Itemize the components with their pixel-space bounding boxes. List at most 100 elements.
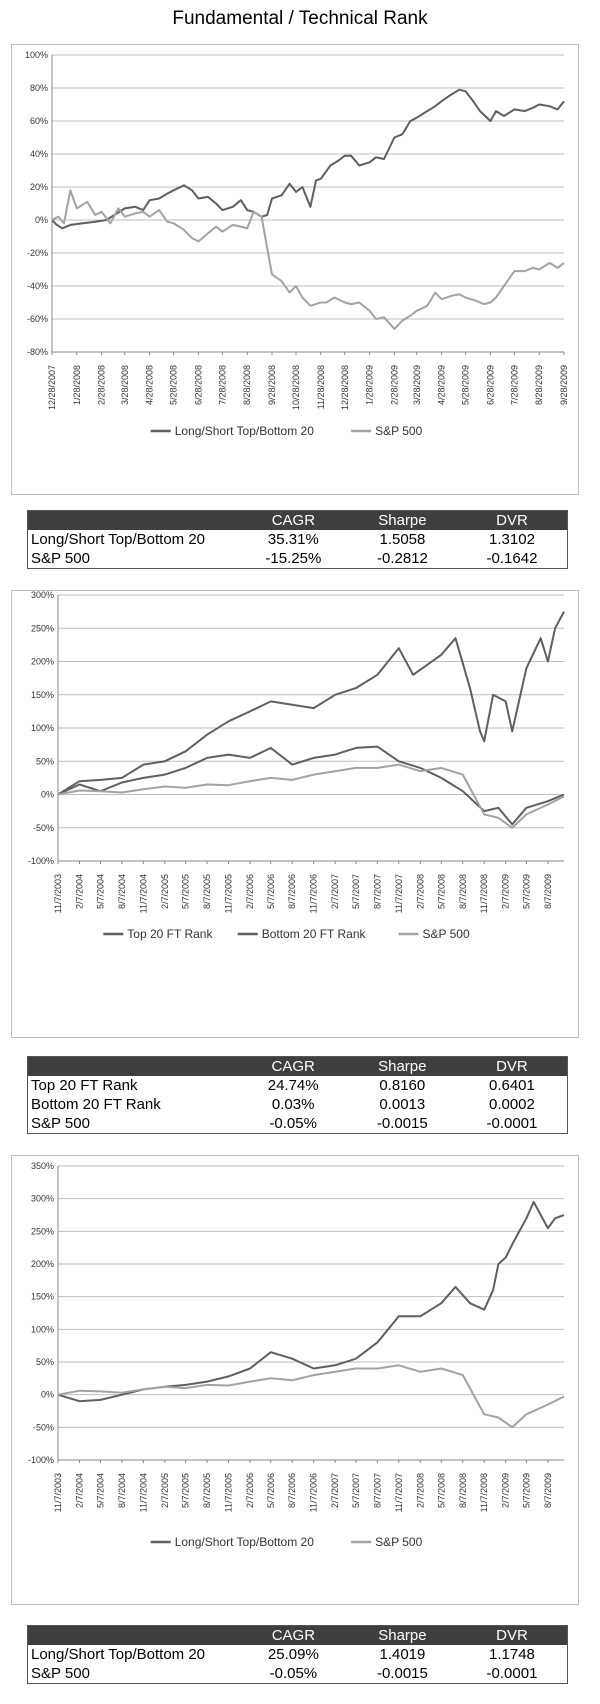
legend-label: S&P 500 (423, 927, 470, 941)
chart-1-frame: -80% -60% -40% -20% 0% 20% 40% 60% 80% 100% 12/28/… (11, 44, 579, 495)
stats-table-1: CAGR Sharpe DVR Long/Short Top/Bottom 20 35.… (27, 510, 568, 569)
x-tick-label: 1/28/2009 (365, 365, 375, 405)
y-tick-label: 20% (30, 182, 48, 192)
row-label: Long/Short Top/Bottom 20 (31, 531, 206, 548)
x-tick-label: 2/7/2004 (74, 874, 84, 909)
y-tick-label: 50% (36, 1357, 54, 1367)
x-tick-label: 5/7/2006 (266, 874, 276, 909)
row-label: Bottom 20 FT Rank (31, 1096, 161, 1113)
stats-table-2: CAGR Sharpe DVR Top 20 FT Rank 24.74% 0.8160 0… (27, 1056, 568, 1134)
legend-label: Bottom 20 FT Rank (262, 927, 367, 941)
x-tick-label: 5/7/2009 (521, 1473, 531, 1508)
table-cell: -0.2812 (377, 550, 428, 567)
y-tick-label: -20% (27, 248, 48, 258)
table-header-row: CAGR Sharpe DVR (27, 1056, 568, 1076)
x-tick-label: 8/7/2004 (117, 874, 127, 909)
x-tick-label: 7/28/2009 (509, 365, 519, 405)
y-tick-label: 250% (31, 1226, 54, 1236)
series-line-1 (57, 611, 565, 796)
column-header: CAGR (238, 510, 348, 530)
column-header (27, 1625, 239, 1645)
x-tick-label: 5/28/2009 (461, 365, 471, 405)
table-cell: -0.1642 (486, 550, 538, 567)
chart-3-frame: -100% -50% 0% 50% 100% 150% 200% 250% 300% 350% 11… (11, 1155, 579, 1605)
table-cell: 0.8160 (379, 1077, 426, 1094)
column-header (27, 510, 239, 530)
y-tick-label: 60% (30, 116, 48, 126)
x-tick-label: 1/28/2008 (72, 365, 82, 405)
table-cell: -0.05% (269, 1115, 317, 1132)
x-tick-label: 8/7/2006 (287, 874, 297, 909)
row-label: Long/Short Top/Bottom 20 (31, 1646, 206, 1663)
table-cell: -15.25% (265, 550, 322, 567)
x-tick-label: 5/7/2007 (351, 874, 361, 909)
y-tick-label: 100% (31, 1324, 54, 1334)
table-cell: -0.0001 (486, 1115, 538, 1132)
x-tick-label: 8/7/2004 (117, 1473, 127, 1508)
x-tick-label: 5/7/2005 (181, 1473, 191, 1508)
table-row: Long/Short Top/Bottom 20 25.09% 1.4019 1.17… (28, 1645, 568, 1664)
x-tick-label: 8/7/2007 (372, 874, 382, 909)
x-tick-label: 9/28/2008 (267, 365, 277, 405)
legend-label: S&P 500 (375, 1535, 422, 1549)
y-tick-label: 150% (31, 690, 54, 700)
series-line-3 (57, 763, 565, 829)
table-cell: 0.03% (271, 1096, 315, 1113)
page-title: Fundamental / Technical Rank (172, 8, 428, 29)
y-tick-label: -60% (27, 314, 48, 324)
x-tick-label: 5/7/2006 (266, 1473, 276, 1508)
x-tick-label: 11/28/2008 (316, 365, 326, 409)
y-tick-label: 300% (31, 591, 54, 600)
legend-label: S&P 500 (375, 424, 422, 438)
table-row: Long/Short Top/Bottom 20 35.31% 1.5058 1.31… (28, 530, 568, 549)
series-line-1 (51, 88, 565, 230)
chart-3: -100% -50% 0% 50% 100% 150% 200% 250% 300% 350% 11… (28, 1161, 565, 1549)
x-tick-label: 11/7/2003 (53, 874, 63, 913)
x-tick-label: 8/7/2006 (287, 1473, 297, 1508)
table-header-row: CAGR Sharpe DVR (27, 510, 568, 530)
x-tick-label: 11/7/2006 (309, 1473, 319, 1512)
x-tick-label: 10/28/2008 (291, 365, 301, 410)
x-tick-label: 9/28/2009 (559, 365, 569, 405)
x-tick-label: 8/7/2009 (543, 874, 553, 909)
legend-label: Long/Short Top/Bottom 20 (175, 1535, 315, 1549)
row-label: Top 20 FT Rank (31, 1077, 138, 1094)
x-tick-label: 2/7/2007 (330, 874, 340, 909)
series-line-2 (57, 745, 565, 826)
table-cell: 1.5058 (379, 531, 426, 548)
x-tick-label: 11/7/2005 (224, 1473, 234, 1512)
table-cell: 0.6401 (488, 1077, 535, 1094)
x-tick-label: 8/7/2008 (458, 1473, 468, 1508)
column-header: Sharpe (347, 1625, 457, 1645)
table-row: Top 20 FT Rank 24.74% 0.8160 0.6401 (28, 1076, 568, 1095)
x-tick-label: 2/7/2006 (245, 1473, 255, 1508)
y-tick-label: -50% (33, 1422, 54, 1432)
x-tick-label: 7/28/2008 (217, 365, 227, 405)
row-label: S&P 500 (31, 550, 90, 567)
x-tick-label: 5/7/2007 (351, 1473, 361, 1508)
table-cell: -0.0001 (486, 1665, 538, 1682)
series-line-2 (57, 1364, 565, 1429)
y-tick-label: 80% (30, 83, 48, 93)
x-tick-label: 12/28/2007 (47, 365, 57, 410)
y-tick-label: 100% (31, 723, 54, 733)
table-cell: 25.09% (267, 1646, 319, 1663)
table-cell: 0.0013 (379, 1096, 426, 1113)
x-tick-label: 6/28/2008 (193, 365, 203, 405)
y-tick-label: -100% (28, 1455, 54, 1465)
x-tick-label: 4/28/2008 (145, 365, 155, 405)
x-tick-label: 11/7/2008 (479, 1473, 489, 1512)
x-tick-label: 5/7/2004 (95, 1473, 105, 1508)
table-cell: 0.0002 (488, 1096, 535, 1113)
y-tick-label: 0% (41, 1390, 54, 1400)
y-tick-label: 250% (31, 623, 54, 633)
x-tick-label: 2/7/2005 (160, 874, 170, 909)
x-tick-label: 11/7/2005 (224, 874, 234, 913)
table-cell: 1.4019 (379, 1646, 426, 1663)
x-tick-label: 8/7/2009 (543, 1473, 553, 1508)
x-tick-label: 2/7/2009 (501, 874, 511, 909)
column-header: DVR (456, 510, 568, 530)
column-header (27, 1056, 239, 1076)
x-tick-label: 2/28/2009 (389, 365, 399, 405)
x-tick-label: 3/28/2008 (120, 365, 130, 405)
